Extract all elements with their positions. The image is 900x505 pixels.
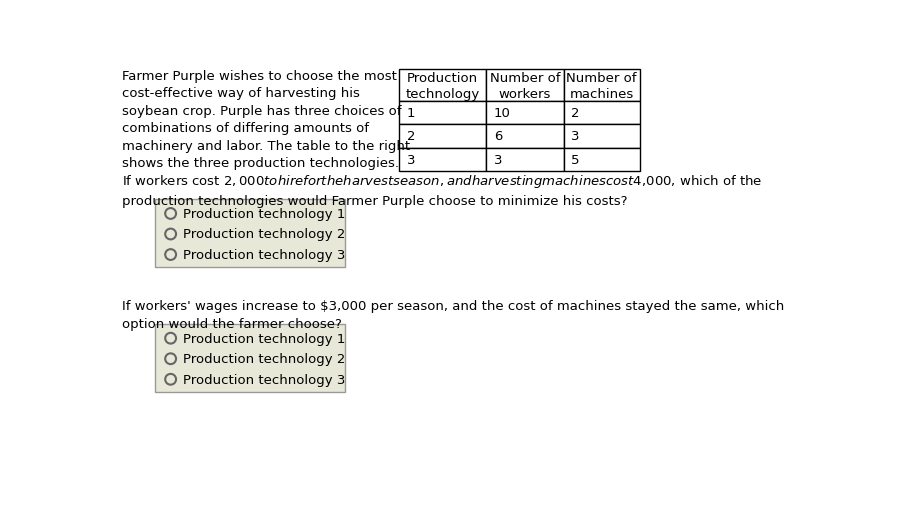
Text: Farmer Purple wishes to choose the most
cost-effective way of harvesting his
soy: Farmer Purple wishes to choose the most …	[122, 70, 410, 170]
Text: Production
technology: Production technology	[406, 72, 480, 100]
Text: Production technology 2: Production technology 2	[183, 352, 346, 366]
Text: 10: 10	[494, 107, 510, 120]
Circle shape	[166, 229, 176, 240]
Text: Production technology 3: Production technology 3	[183, 248, 346, 262]
Bar	[563, 102, 640, 125]
Text: 1: 1	[407, 107, 416, 120]
Circle shape	[166, 354, 176, 365]
Bar	[563, 148, 640, 171]
Circle shape	[166, 209, 176, 219]
Text: Number of
machines: Number of machines	[566, 72, 637, 100]
Circle shape	[166, 333, 176, 344]
Text: 3: 3	[494, 153, 502, 166]
Bar	[155, 324, 345, 392]
Bar	[400, 102, 486, 125]
Bar	[400, 70, 486, 102]
Bar	[563, 70, 640, 102]
Text: 2: 2	[407, 130, 416, 143]
Text: 2: 2	[572, 107, 580, 120]
Text: Production technology 2: Production technology 2	[183, 228, 346, 241]
Circle shape	[166, 374, 176, 385]
Text: Production technology 3: Production technology 3	[183, 373, 346, 386]
Text: 6: 6	[494, 130, 502, 143]
Text: 3: 3	[572, 130, 580, 143]
Text: If workers' wages increase to $3,000 per season, and the cost of machines stayed: If workers' wages increase to $3,000 per…	[122, 299, 784, 330]
Text: If workers cost $2,000 to hire for the harvest season, and harvesting machines c: If workers cost $2,000 to hire for the h…	[122, 173, 762, 207]
Text: Production technology 1: Production technology 1	[183, 208, 346, 221]
Text: 5: 5	[572, 153, 580, 166]
Bar	[400, 125, 486, 148]
Text: Production technology 1: Production technology 1	[183, 332, 346, 345]
Text: Number of
workers: Number of workers	[490, 72, 560, 100]
Bar	[563, 125, 640, 148]
Text: 3: 3	[407, 153, 416, 166]
Circle shape	[166, 249, 176, 261]
Bar	[486, 148, 563, 171]
Bar	[400, 148, 486, 171]
Bar	[486, 102, 563, 125]
Bar	[486, 70, 563, 102]
Bar	[486, 125, 563, 148]
Bar	[155, 199, 345, 267]
